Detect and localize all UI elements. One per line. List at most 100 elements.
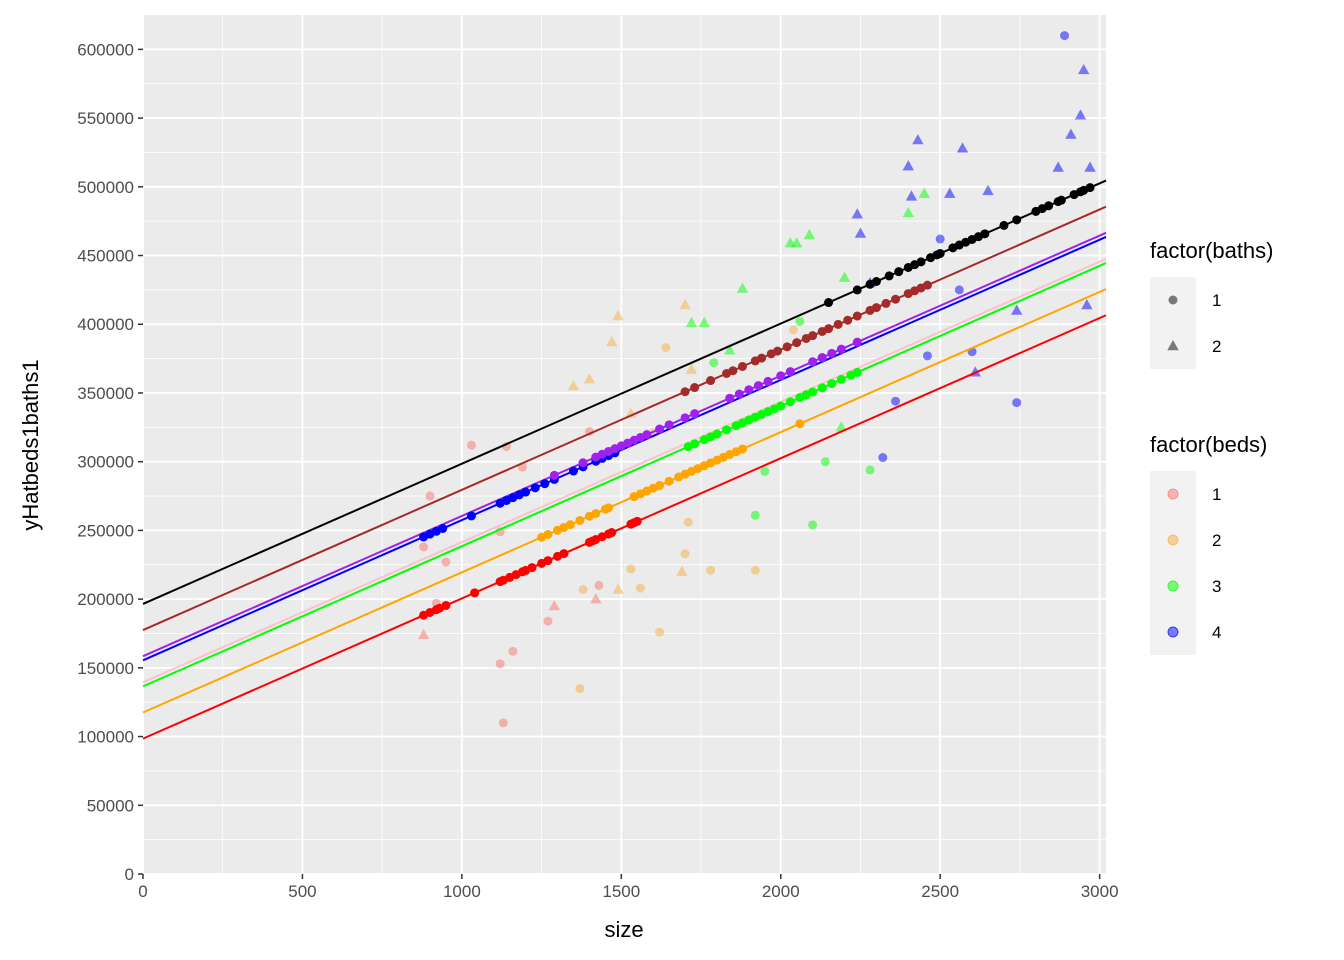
legend-color-symbol (1167, 626, 1179, 638)
fitted-point (565, 520, 575, 530)
x-tick-label: 500 (288, 882, 316, 901)
fitted-point (824, 324, 834, 334)
fitted-point (894, 267, 904, 277)
fitted-point (568, 466, 578, 476)
observation-point (594, 580, 604, 590)
observation-point (750, 510, 760, 520)
x-tick-label: 2500 (921, 882, 959, 901)
y-tick-label: 600000 (77, 40, 134, 59)
observation-point (808, 520, 818, 530)
fitted-point (763, 376, 773, 386)
observation-point (905, 190, 918, 201)
legend-color-symbol (1167, 534, 1179, 546)
x-tick-label: 0 (138, 882, 147, 901)
observation-point (635, 583, 645, 593)
observation-point (789, 325, 799, 335)
fitted-point (527, 563, 537, 573)
legend-title-beds: factor(beds) (1150, 432, 1267, 457)
observation-point (578, 584, 588, 594)
fitted-point (824, 298, 834, 308)
fitted-point (632, 516, 642, 526)
observation-point (760, 466, 770, 476)
observation-point (685, 316, 698, 328)
fitted-point (817, 383, 827, 393)
fitted-point (540, 479, 550, 489)
y-tick-label: 300000 (77, 453, 134, 472)
observation-point (575, 683, 585, 693)
legend-label: 3 (1212, 577, 1221, 596)
fitted-point (852, 311, 862, 321)
fitted-point (785, 397, 795, 407)
y-tick-label: 50000 (87, 796, 134, 815)
fitted-point (734, 389, 744, 399)
observation-point (1011, 304, 1023, 315)
fitted-point (470, 588, 480, 598)
fitted-point (690, 409, 700, 419)
fitted-point (680, 387, 690, 397)
observation-point (655, 627, 665, 637)
fitted-point (836, 344, 846, 354)
observation-point (709, 358, 719, 368)
y-axis-title: yHatbeds1baths1 (18, 359, 43, 530)
fitted-point (575, 515, 585, 525)
fitted-point (852, 285, 862, 295)
fitted-point (980, 229, 990, 239)
x-tick-label: 2000 (762, 882, 800, 901)
observation-point (683, 517, 693, 527)
observation-point (1084, 161, 1096, 172)
fitted-point (604, 503, 614, 513)
observation-point (548, 599, 561, 611)
fitted-point (922, 280, 932, 290)
legend-color-symbol (1167, 488, 1179, 500)
fitted-point (664, 476, 674, 486)
observation-point (851, 208, 863, 219)
fitted-point (549, 470, 559, 480)
fitted-point (757, 353, 767, 363)
observation-point (706, 565, 716, 575)
fitted-point (642, 430, 652, 440)
observation-point (902, 160, 914, 171)
x-tick-label: 1500 (602, 882, 640, 901)
fitted-point (881, 298, 891, 308)
fitted-point (441, 600, 451, 610)
observation-point (680, 549, 690, 559)
fitted-point (744, 385, 754, 395)
fitted-point (773, 346, 783, 356)
observation-point (944, 187, 956, 198)
fitted-point (792, 338, 802, 348)
observation-point (441, 557, 451, 567)
x-axis-title: size (604, 917, 643, 942)
fitted-point (808, 387, 818, 397)
observation-point (583, 373, 596, 384)
observation-point (902, 206, 914, 218)
fitted-point (722, 425, 732, 435)
fit-line (142, 179, 1107, 605)
observation-point (954, 285, 964, 295)
fitted-point (737, 361, 747, 371)
fitted-point (871, 303, 881, 313)
fit-line (142, 257, 1107, 684)
fitted-point (836, 374, 846, 384)
observation-point (878, 453, 888, 463)
y-tick-label: 200000 (77, 590, 134, 609)
legend-label: 4 (1212, 623, 1221, 642)
observation-point (891, 396, 901, 406)
fitted-point (843, 315, 853, 325)
fitted-point (935, 248, 945, 258)
fitted-point (725, 393, 735, 403)
axes: 0 500 1000 1500 2000 2500 3000 0 50000 100000 1500… (77, 40, 1118, 901)
y-tick-label: 450000 (77, 247, 134, 266)
fitted-point (706, 376, 716, 386)
observation-point (685, 363, 698, 374)
fitted-point (916, 257, 926, 267)
legend-label: 2 (1212, 531, 1221, 550)
fitted-point (785, 367, 795, 377)
fitted-point (776, 401, 786, 411)
observation-point (912, 134, 924, 145)
fitted-point (530, 483, 540, 493)
fitted-point (664, 420, 674, 430)
fitted-point (466, 511, 476, 521)
fitted-point (591, 508, 601, 518)
y-tick-label: 0 (125, 865, 134, 884)
legend-circle-symbol (1168, 295, 1178, 305)
